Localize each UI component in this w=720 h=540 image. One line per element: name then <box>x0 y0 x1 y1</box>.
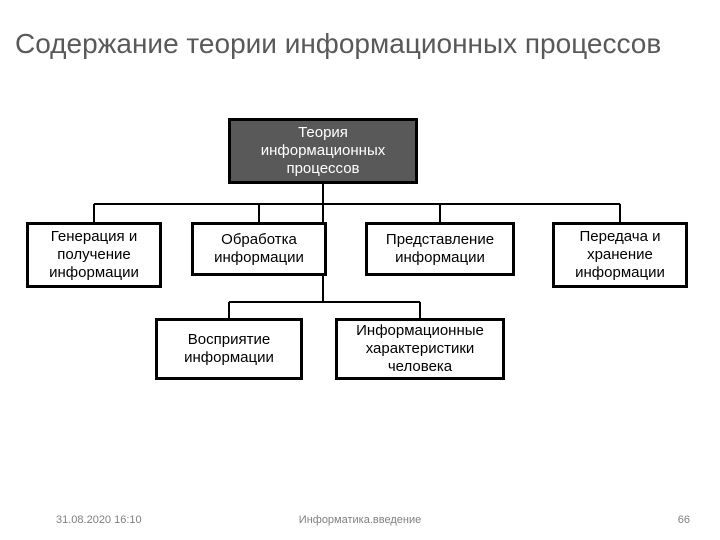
footer-page: 66 <box>678 514 690 526</box>
org-chart: Теория информационных процессов Генерация… <box>0 0 720 540</box>
node-label: Восприятие информации <box>164 331 294 367</box>
node-label: Генерация и получение информации <box>35 228 153 282</box>
node-n3: Представление информации <box>365 222 515 276</box>
node-root: Теория информационных процессов <box>228 118 418 184</box>
footer-title: Информатика.введение <box>0 514 720 526</box>
node-n1: Генерация и получение информации <box>26 222 162 288</box>
node-n5: Восприятие информации <box>155 318 303 380</box>
node-label: Информационные характеристики человека <box>344 322 496 376</box>
node-label: Представление информации <box>374 231 506 267</box>
node-n4: Передача и хранение информации <box>552 222 688 288</box>
node-label: Передача и хранение информации <box>561 228 679 282</box>
node-n2: Обработка информации <box>191 222 327 276</box>
node-label: Обработка информации <box>200 231 318 267</box>
node-label: Теория информационных процессов <box>237 124 409 178</box>
node-n6: Информационные характеристики человека <box>335 318 505 380</box>
